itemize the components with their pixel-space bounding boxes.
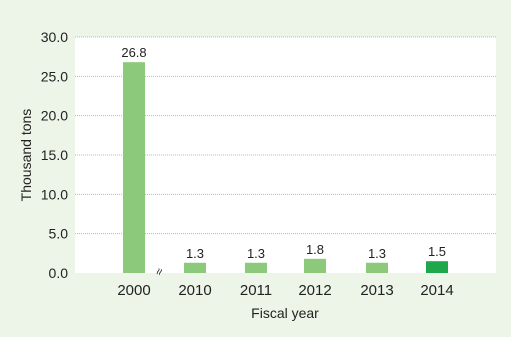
x-tick-label: 2012 [298,282,331,299]
x-axis-tick-labels: 2000 2010 2011 2012 2013 2014 [117,282,453,299]
bar-2013 [366,262,388,273]
y-tick-label: 25.0 [41,68,68,84]
gridlines [75,36,496,235]
x-tick-label: 2000 [117,282,150,299]
y-tick-label: 15.0 [41,147,68,163]
bar-value-label: 1.5 [428,244,446,259]
bar-2010 [184,262,206,273]
y-tick-label: 30.0 [41,29,68,45]
x-tick-label: 2013 [360,282,393,299]
bar-value-label: 1.3 [186,246,204,261]
x-tick-label: 2011 [240,282,272,299]
bars [123,62,448,273]
x-tick-label: 2014 [420,282,453,299]
bar-value-label: 1.3 [247,246,265,261]
bar-value-label: 1.3 [368,246,386,261]
x-tick-label: 2010 [178,282,211,299]
y-axis-label: Thousand tons [18,109,34,202]
bar-2014 [426,261,448,273]
bar-value-labels: 26.8 1.3 1.3 1.8 1.3 1.5 [121,45,446,261]
y-tick-label: 0.0 [49,265,69,281]
y-tick-label: 10.0 [41,186,68,202]
bar-2000 [123,62,145,273]
bar-2011 [245,262,267,273]
y-axis-tick-labels: 0.0 5.0 10.0 15.0 20.0 25.0 30.0 [41,29,68,281]
x-axis-label: Fiscal year [251,305,319,321]
y-tick-label: 5.0 [49,226,69,242]
y-tick-label: 20.0 [41,108,68,124]
axis-break-icon: ≈ [152,266,168,277]
bar-2012 [304,258,326,273]
bar-value-label: 26.8 [121,45,146,60]
bar-value-label: 1.8 [306,242,324,257]
